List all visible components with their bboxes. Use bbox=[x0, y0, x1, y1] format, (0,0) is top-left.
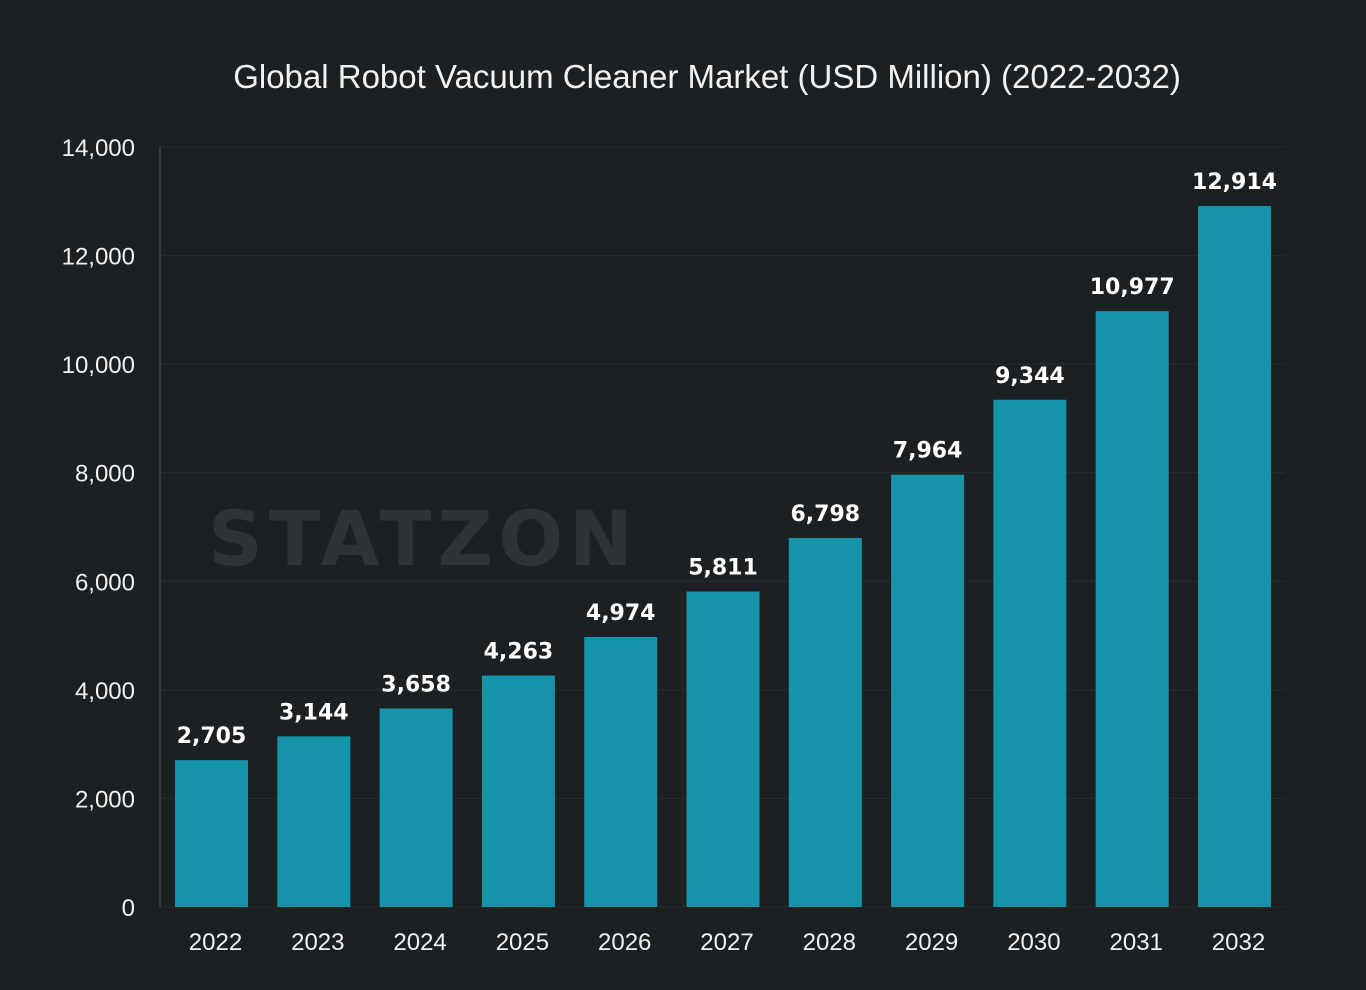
bar-2022 bbox=[175, 760, 248, 907]
x-tick-label-2029: 2029 bbox=[905, 929, 958, 956]
chart-title: Global Robot Vacuum Cleaner Market (USD … bbox=[233, 58, 1181, 95]
data-label-2022: 2,705 bbox=[177, 724, 247, 749]
bar-2029 bbox=[891, 474, 965, 907]
data-label-2027: 5,811 bbox=[688, 556, 758, 581]
y-tick-label: 12,000 bbox=[62, 244, 135, 271]
y-tick-label: 0 bbox=[122, 895, 135, 922]
x-tick-label-2032: 2032 bbox=[1212, 929, 1265, 956]
x-tick-label-2023: 2023 bbox=[291, 929, 344, 956]
bar-2032 bbox=[1198, 205, 1271, 907]
bar-2027 bbox=[686, 591, 760, 907]
data-label-2031: 10,977 bbox=[1090, 275, 1175, 300]
data-label-2032: 12,914 bbox=[1192, 170, 1277, 195]
x-tick-label-2028: 2028 bbox=[803, 929, 856, 956]
x-tick-label-2027: 2027 bbox=[700, 929, 753, 956]
y-tick-label: 4,000 bbox=[75, 678, 135, 705]
data-label-2028: 6,798 bbox=[791, 502, 861, 527]
bar-2023 bbox=[277, 736, 351, 907]
x-tick-label-2024: 2024 bbox=[393, 929, 446, 956]
data-label-2030: 9,344 bbox=[995, 364, 1065, 389]
bar-2026 bbox=[584, 636, 658, 907]
bar-2030 bbox=[993, 399, 1067, 907]
y-tick-label: 14,000 bbox=[62, 135, 135, 162]
y-tick-label: 8,000 bbox=[75, 461, 135, 488]
x-tick-label-2026: 2026 bbox=[598, 929, 651, 956]
bar-2025 bbox=[481, 675, 555, 907]
bar-2028 bbox=[788, 537, 862, 907]
data-label-2025: 4,263 bbox=[484, 640, 554, 665]
bar-2024 bbox=[379, 708, 453, 907]
y-tick-label: 6,000 bbox=[75, 569, 135, 596]
x-tick-label-2022: 2022 bbox=[189, 929, 242, 956]
data-label-2024: 3,658 bbox=[381, 672, 451, 697]
x-tick-label-2025: 2025 bbox=[496, 929, 549, 956]
watermark-logo: STATZON bbox=[208, 494, 639, 583]
x-tick-label-2030: 2030 bbox=[1007, 929, 1060, 956]
data-label-2026: 4,974 bbox=[586, 601, 656, 626]
data-label-2029: 7,964 bbox=[893, 439, 963, 464]
x-tick-label-2031: 2031 bbox=[1110, 929, 1163, 956]
y-tick-label: 10,000 bbox=[62, 352, 135, 379]
bar-2031 bbox=[1095, 311, 1169, 907]
data-label-2023: 3,144 bbox=[279, 700, 349, 725]
y-tick-label: 2,000 bbox=[75, 786, 135, 813]
